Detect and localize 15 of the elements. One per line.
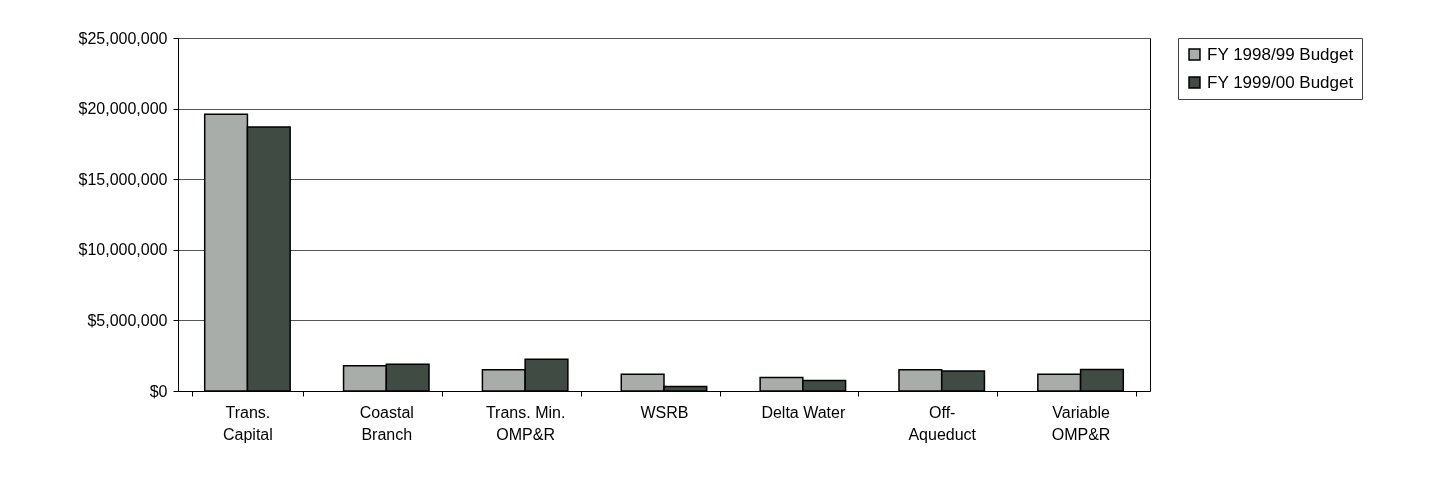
x-tick-label: Variable OMP&R [1051, 403, 1111, 443]
y-tick-label: $20,000,000 [78, 100, 168, 118]
x-tick-label: Trans. Min. OMP&R [485, 403, 566, 443]
y-tick-label: $25,000,000 [78, 29, 168, 47]
x-tick-label: Off- Aqueduct [908, 403, 977, 443]
x-tick-label: WSRB [640, 403, 689, 421]
y-tick-label: $0 [149, 382, 168, 400]
y-tick-label: $5,000,000 [87, 311, 168, 329]
x-tick-label: Trans. Capital [223, 403, 273, 443]
x-tick-label: Delta Water [761, 403, 846, 421]
y-tick-label: $15,000,000 [78, 170, 168, 188]
legend-label: FY 1998/99 Budget [1207, 44, 1354, 64]
x-tick-label: Coastal Branch [359, 403, 414, 443]
legend-label: FY 1999/00 Budget [1207, 72, 1354, 92]
y-tick-label: $10,000,000 [78, 241, 168, 259]
